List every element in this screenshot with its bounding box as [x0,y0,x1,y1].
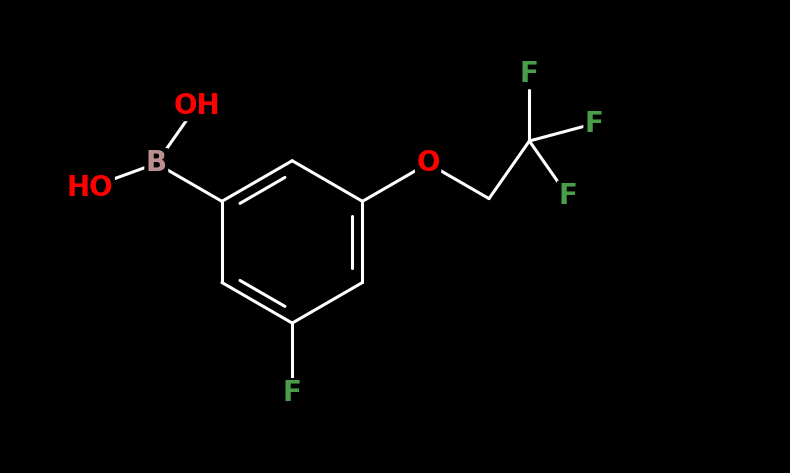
Text: F: F [585,110,604,138]
Text: B: B [145,149,167,177]
Text: O: O [416,149,440,177]
Text: F: F [520,60,539,88]
Text: OH: OH [173,92,220,120]
Text: F: F [283,379,302,407]
Text: HO: HO [67,174,114,201]
Text: F: F [559,182,577,210]
